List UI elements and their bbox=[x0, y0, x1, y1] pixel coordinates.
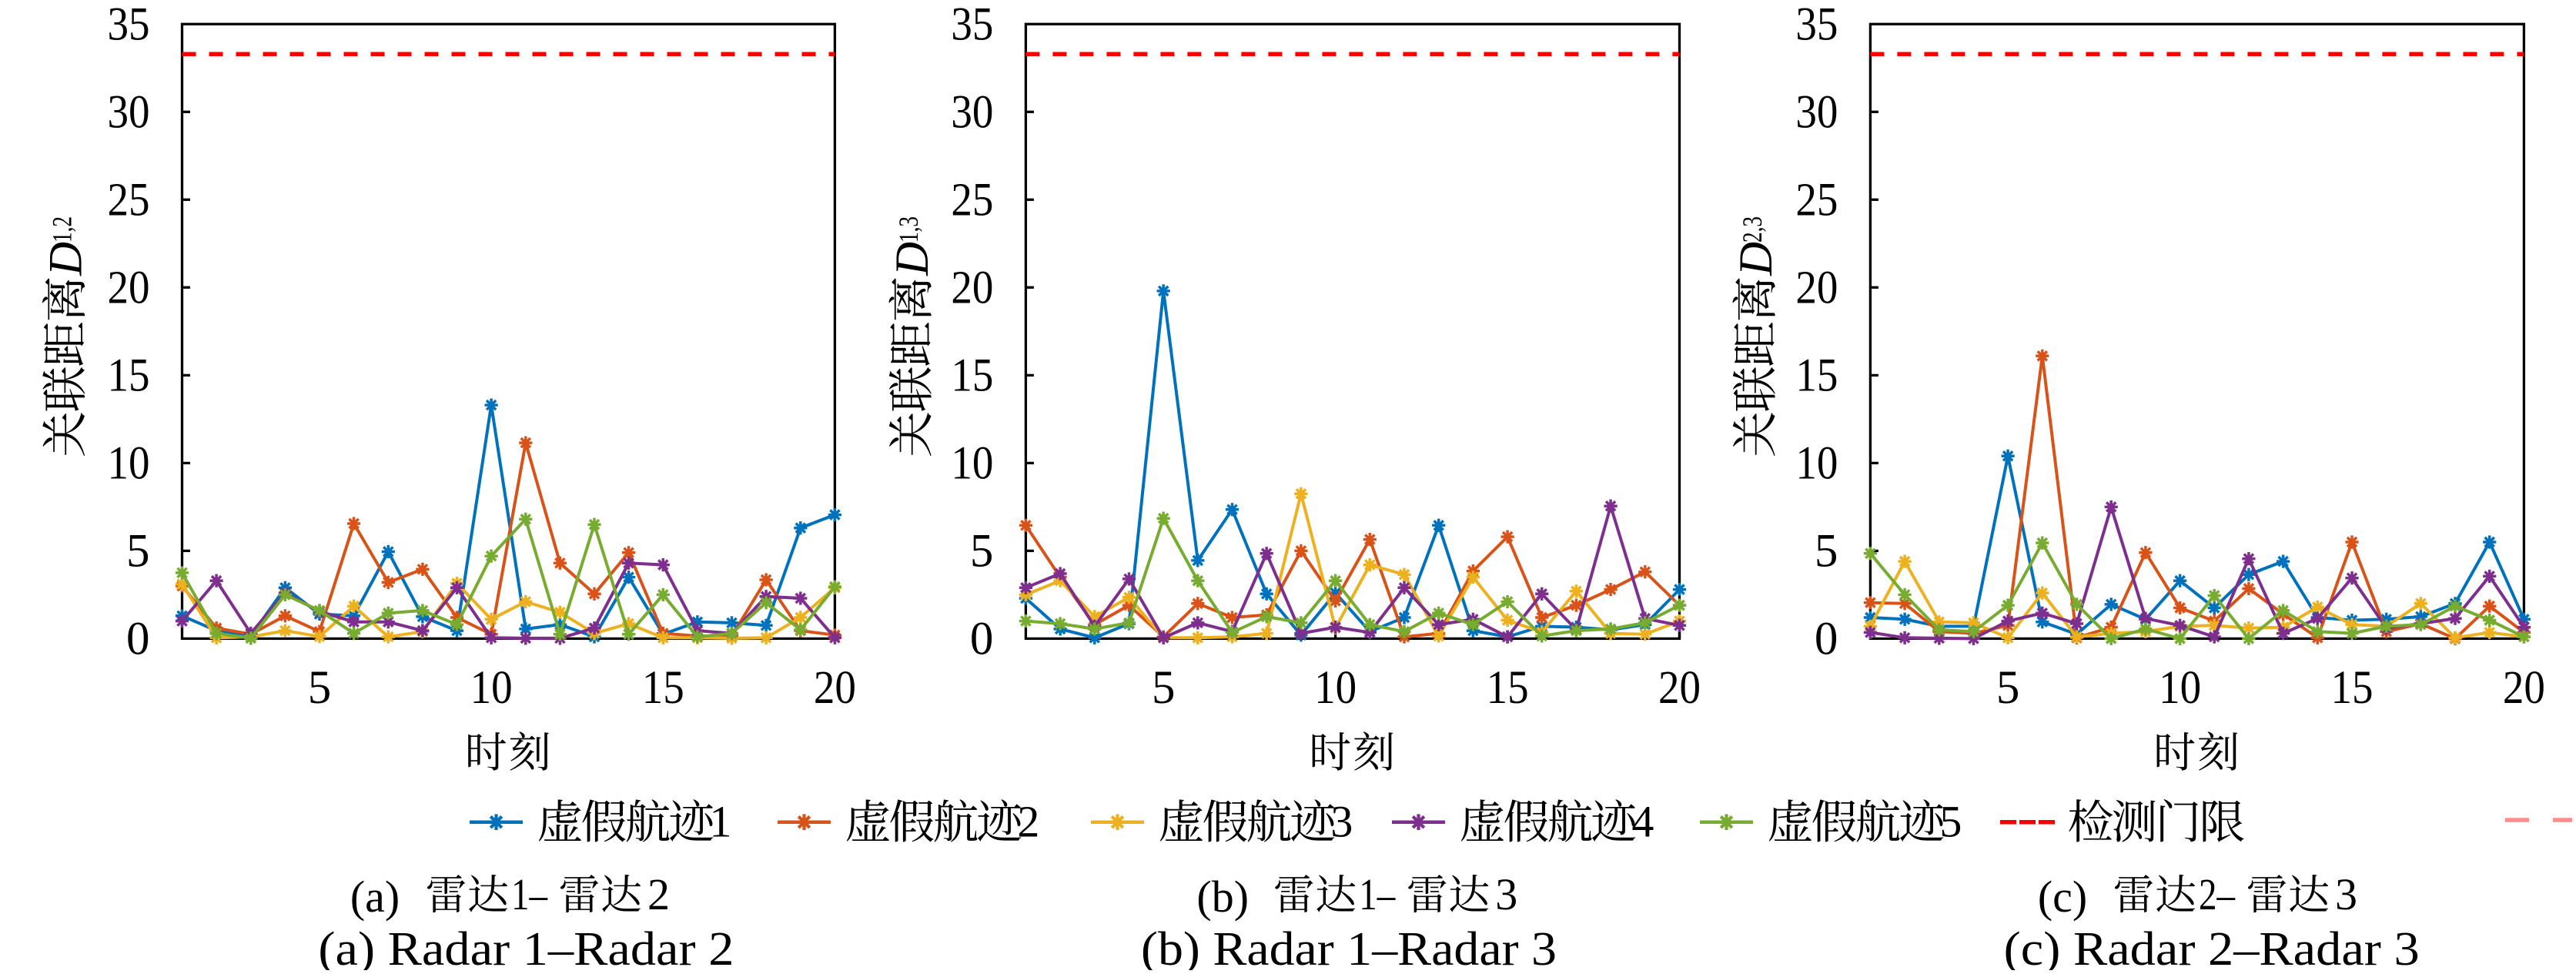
svg-text:5: 5 bbox=[308, 662, 332, 714]
svg-text:5: 5 bbox=[970, 525, 994, 577]
svg-text:30: 30 bbox=[1795, 86, 1838, 138]
svg-text:2–: 2– bbox=[2199, 869, 2236, 919]
svg-text:(a): (a) bbox=[350, 872, 400, 922]
svg-text:3: 3 bbox=[2335, 869, 2357, 919]
svg-text:3: 3 bbox=[1495, 869, 1517, 919]
svg-text:20: 20 bbox=[1795, 262, 1838, 313]
svg-text:15: 15 bbox=[951, 350, 993, 401]
svg-text:10: 10 bbox=[108, 437, 150, 489]
svg-text:(c): (c) bbox=[2038, 872, 2087, 922]
svg-text:(c) Radar 2–Radar 3: (c) Radar 2–Radar 3 bbox=[2004, 923, 2420, 970]
svg-text:5: 5 bbox=[1996, 662, 2020, 714]
svg-text:1–: 1– bbox=[1359, 869, 1396, 919]
svg-text:15: 15 bbox=[2331, 662, 2374, 714]
svg-text:30: 30 bbox=[108, 86, 150, 138]
svg-text:1: 1 bbox=[709, 797, 731, 847]
svg-text:20: 20 bbox=[951, 262, 993, 313]
svg-text:25: 25 bbox=[951, 174, 993, 226]
svg-text:25: 25 bbox=[108, 174, 150, 226]
svg-text:30: 30 bbox=[951, 86, 993, 138]
svg-text:10: 10 bbox=[1314, 662, 1357, 714]
svg-text:20: 20 bbox=[814, 662, 856, 714]
svg-text:1,3: 1,3 bbox=[893, 216, 924, 243]
svg-text:2: 2 bbox=[1017, 797, 1039, 847]
svg-text:5: 5 bbox=[126, 525, 150, 577]
svg-text:D: D bbox=[41, 242, 92, 276]
svg-text:35: 35 bbox=[951, 0, 993, 50]
svg-text:20: 20 bbox=[1658, 662, 1701, 714]
svg-text:0: 0 bbox=[1815, 613, 1838, 664]
svg-text:D: D bbox=[887, 242, 938, 276]
svg-text:(a) Radar 1–Radar 2: (a) Radar 1–Radar 2 bbox=[318, 923, 734, 970]
svg-text:4: 4 bbox=[1631, 797, 1654, 847]
svg-text:20: 20 bbox=[2503, 662, 2545, 714]
svg-text:3: 3 bbox=[1330, 797, 1353, 847]
svg-text:35: 35 bbox=[1795, 0, 1838, 50]
svg-text:2: 2 bbox=[647, 869, 670, 919]
svg-text:10: 10 bbox=[2159, 662, 2201, 714]
svg-text:10: 10 bbox=[1795, 437, 1838, 489]
svg-text:5: 5 bbox=[1815, 525, 1838, 577]
svg-text:10: 10 bbox=[470, 662, 513, 714]
svg-text:5: 5 bbox=[1152, 662, 1176, 714]
svg-text:(b) Radar 1–Radar 3: (b) Radar 1–Radar 3 bbox=[1141, 923, 1557, 970]
svg-text:15: 15 bbox=[1795, 350, 1838, 401]
svg-text:15: 15 bbox=[108, 350, 150, 401]
svg-text:15: 15 bbox=[642, 662, 684, 714]
svg-text:0: 0 bbox=[126, 613, 150, 664]
svg-text:1–: 1– bbox=[511, 869, 548, 919]
svg-text:25: 25 bbox=[1795, 174, 1838, 226]
svg-text:0: 0 bbox=[970, 613, 994, 664]
svg-text:15: 15 bbox=[1487, 662, 1529, 714]
svg-text:1,2: 1,2 bbox=[47, 216, 78, 243]
svg-text:D: D bbox=[1731, 242, 1782, 276]
svg-text:20: 20 bbox=[108, 262, 150, 313]
svg-text:5: 5 bbox=[1939, 797, 1962, 847]
svg-text:2,3: 2,3 bbox=[1737, 216, 1768, 243]
svg-text:(b): (b) bbox=[1196, 872, 1249, 922]
svg-text:10: 10 bbox=[951, 437, 993, 489]
svg-text:35: 35 bbox=[108, 0, 150, 50]
